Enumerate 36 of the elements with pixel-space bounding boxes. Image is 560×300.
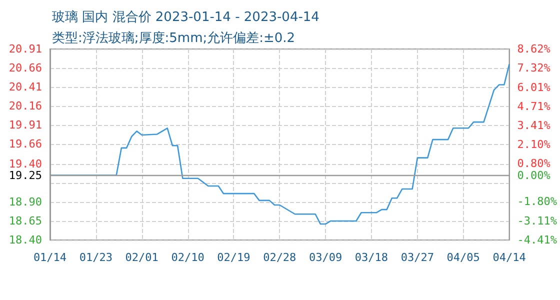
x-tick-label: 02/01 [125, 251, 158, 264]
line-series [49, 64, 510, 225]
y-tick-label: 20.91 [8, 42, 42, 56]
y2-tick-label: 3.41% [517, 118, 551, 132]
y2-tick-label: 0.00% [517, 168, 551, 182]
y-tick-label: 19.25 [8, 168, 42, 182]
y2-tick-label: 6.01% [517, 80, 551, 94]
x-tick-label: 04/05 [446, 251, 480, 264]
x-tick-label: 02/19 [217, 251, 250, 264]
y2-tick-label: -1.80% [517, 195, 558, 208]
y-tick-label: 20.16 [8, 100, 42, 113]
y-tick-label: 19.40 [8, 157, 42, 170]
x-tick-label: 03/27 [400, 251, 434, 264]
y2-tick-label: 2.10% [517, 138, 551, 152]
y-tick-label: 19.91 [8, 118, 42, 132]
x-tick-label: 02/28 [263, 251, 296, 264]
y-tick-label: 18.90 [8, 195, 42, 208]
y2-tick-label: 0.80% [517, 157, 551, 170]
x-tick-label: 02/10 [171, 251, 204, 264]
chart-subtitle: 类型:浮法玻璃;厚度:5mm;允许偏差:±0.2 [52, 30, 296, 46]
y2-tick-label: 8.62% [517, 42, 551, 56]
x-tick-label: 03/18 [354, 251, 388, 264]
y2-tick-label: -4.41% [517, 234, 558, 246]
x-tick-label: 01/23 [79, 251, 112, 264]
x-tick-label: 01/14 [33, 251, 67, 264]
y-tick-label: 20.66 [8, 62, 42, 75]
y-tick-label: 18.65 [8, 214, 42, 228]
y-tick-label: 20.41 [8, 80, 42, 94]
y2-tick-label: -3.11% [517, 214, 558, 228]
x-tick-label: 03/09 [308, 251, 342, 264]
x-tick-label: 04/14 [492, 251, 526, 264]
chart-title: 玻璃 国内 混合价 2023-01-14 - 2023-04-14 [52, 10, 320, 25]
y2-tick-label: 7.32% [517, 62, 551, 75]
y2-tick-label: 4.71% [517, 100, 551, 113]
y-tick-label: 19.66 [8, 138, 42, 151]
y-tick-label: 18.40 [8, 234, 42, 246]
